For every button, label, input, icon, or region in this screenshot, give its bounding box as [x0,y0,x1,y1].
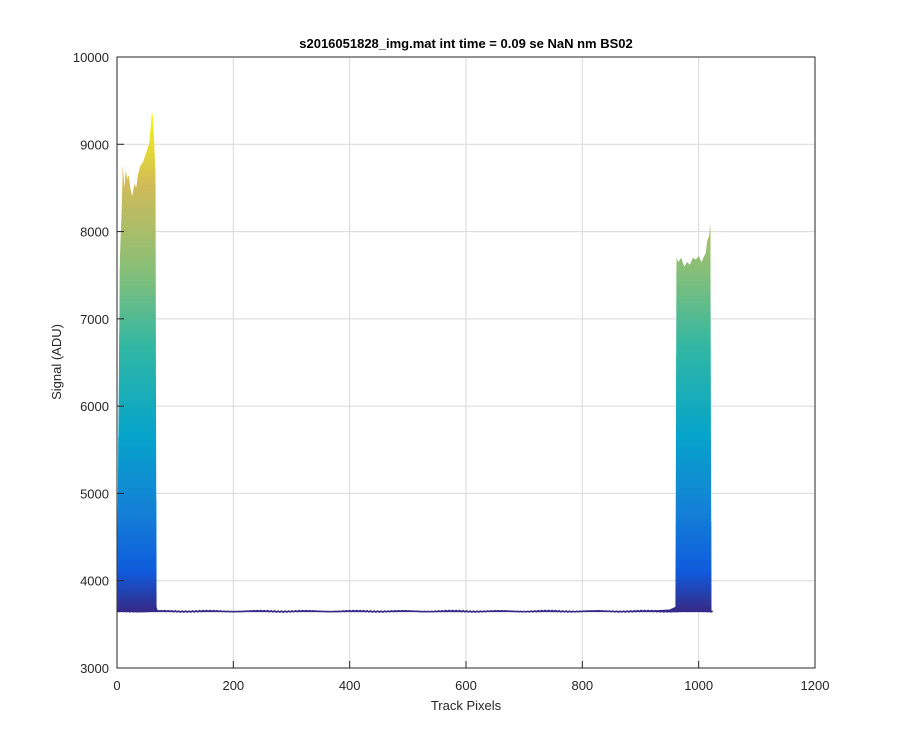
y-tick-label: 6000 [80,399,109,414]
y-tick-label: 4000 [80,574,109,589]
x-tick-label: 400 [339,678,361,693]
grid-lines [117,57,815,668]
x-axis-label: Track Pixels [431,698,502,713]
chart-title: s2016051828_img.mat int time = 0.09 se N… [299,36,633,51]
x-axis-ticks: 0 200 400 600 800 1000 1200 [113,661,829,693]
y-tick-label: 5000 [80,486,109,501]
data-layer [117,111,713,614]
x-tick-label: 1000 [684,678,713,693]
y-tick-label: 7000 [80,312,109,327]
y-tick-label: 3000 [80,661,109,676]
baseline-trace [117,609,713,614]
y-tick-label: 8000 [80,225,109,240]
x-tick-label: 200 [222,678,244,693]
y-axis-ticks: 3000 4000 5000 6000 7000 8000 9000 10000 [73,50,124,676]
x-tick-label: 800 [571,678,593,693]
y-tick-label: 10000 [73,50,109,65]
y-tick-label: 9000 [80,137,109,152]
x-tick-label: 600 [455,678,477,693]
x-tick-label: 0 [113,678,120,693]
y-axis-label: Signal (ADU) [49,324,64,400]
x-tick-label: 1200 [801,678,830,693]
